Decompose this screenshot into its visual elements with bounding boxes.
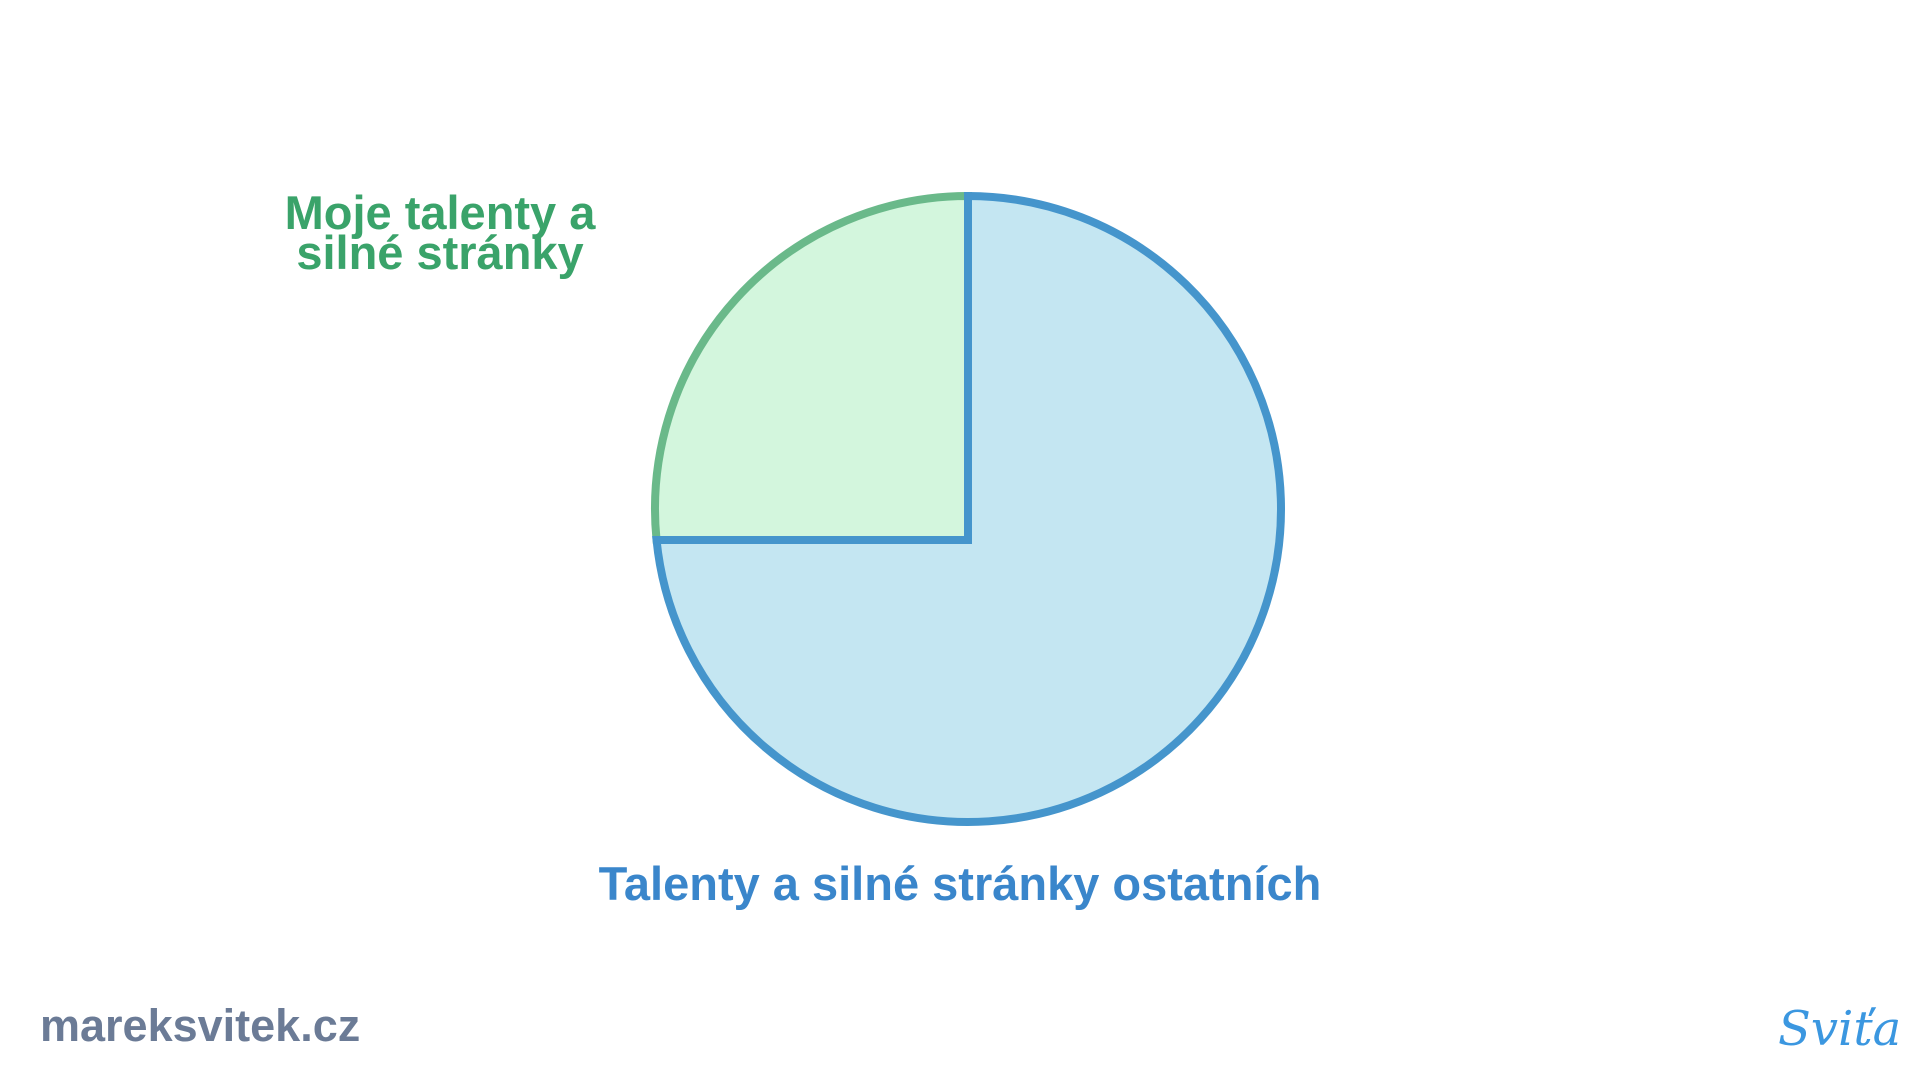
label-others-talents: Talenty a silné stránky ostatních — [598, 857, 1322, 910]
label-my-talents-line-2: silné stránky — [296, 226, 584, 279]
signature-logo: Sviťa — [1778, 1001, 1902, 1057]
website-link[interactable]: mareksvitek.cz — [40, 1000, 361, 1051]
label-my-talents-line-1: Moje talenty a — [284, 186, 596, 239]
pie-slice-my-talents — [651, 191, 972, 544]
label-my-talents: Moje talenty a silné stránky — [230, 186, 650, 279]
pie-slice-others-talents — [652, 191, 1285, 826]
